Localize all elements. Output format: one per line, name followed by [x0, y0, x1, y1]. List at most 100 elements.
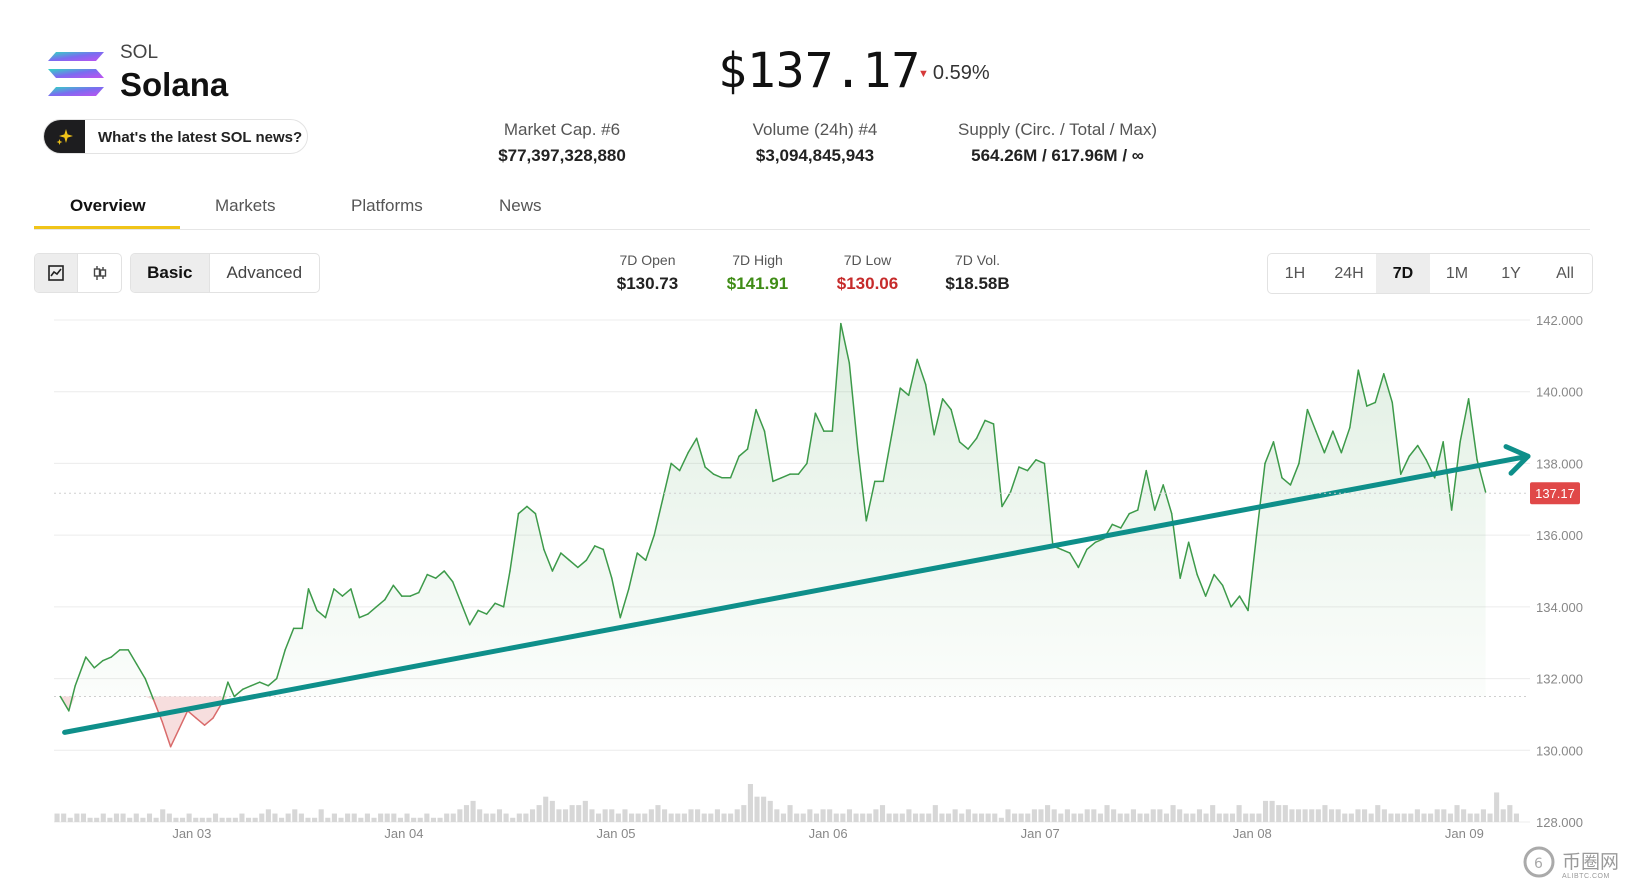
volume-bar: [1262, 800, 1269, 822]
price-line-segment: [485, 602, 496, 615]
volume-bar: [259, 813, 265, 822]
price-line-segment: [135, 663, 146, 680]
price-line-segment: [831, 322, 842, 432]
volume-bar: [285, 813, 291, 822]
mode-basic-button[interactable]: Basic: [131, 254, 210, 292]
volume-bar: [80, 813, 87, 822]
price-line-segment: [1255, 462, 1266, 536]
price-line-segment: [1094, 537, 1105, 544]
volume-bar: [378, 813, 384, 822]
volume-bar: [681, 813, 687, 822]
volume-bar: [1282, 805, 1288, 822]
volume-bar: [1480, 809, 1486, 822]
volume-bar: [1078, 813, 1084, 822]
range-1y-button[interactable]: 1Y: [1501, 264, 1521, 282]
volume-bar: [1513, 813, 1519, 822]
volume-bar: [754, 796, 760, 822]
price-line-segment: [426, 573, 437, 579]
volume-bar: [747, 784, 753, 822]
volume-bar: [1375, 805, 1381, 822]
price-line-segment: [212, 702, 223, 719]
volume-bar: [1500, 809, 1506, 822]
volume-bar: [265, 809, 271, 822]
price-line-segment: [941, 398, 952, 411]
price-line-segment: [670, 462, 681, 472]
stat-value: $77,397,328,880: [498, 146, 626, 165]
volume-bar: [1163, 813, 1170, 822]
volume-bar: [655, 805, 661, 822]
price-line-segment: [644, 534, 655, 561]
tab-markets[interactable]: Markets: [215, 196, 276, 215]
mode-advanced-button[interactable]: Advanced: [226, 263, 303, 282]
candlestick-icon: [93, 266, 106, 280]
price-line-segment: [68, 684, 76, 712]
coin-name: Solana: [120, 66, 229, 103]
volume-bar: [1157, 809, 1163, 822]
volume-bar: [1203, 813, 1209, 822]
price-line-segment: [1179, 541, 1190, 579]
latest-news-button[interactable]: What's the latest SOL news?: [43, 119, 308, 154]
volume-bar: [926, 813, 932, 822]
price-line-segment: [1332, 430, 1343, 454]
candlestick-button[interactable]: [78, 254, 121, 292]
price-line-segment: [755, 408, 766, 432]
volume-bar: [391, 813, 397, 822]
x-axis-tick-label: Jan 03: [172, 826, 211, 841]
range-1m-button[interactable]: 1M: [1445, 264, 1469, 282]
volume-bar: [87, 817, 93, 822]
tab-overview[interactable]: Overview: [70, 196, 146, 215]
volume-bar: [345, 813, 351, 822]
price-line-segment: [840, 322, 851, 364]
volume-bar: [860, 813, 866, 822]
range-24h-button[interactable]: 24H: [1334, 264, 1364, 282]
volume-bar: [94, 817, 100, 822]
price-line-segment: [1069, 552, 1080, 569]
volume-bar: [477, 809, 483, 822]
ohlc-label: 7D Vol.: [954, 252, 1001, 268]
volume-bar: [1025, 813, 1031, 822]
price-line-segment: [738, 448, 749, 458]
volume-bar: [1494, 792, 1500, 822]
price-line-segment: [227, 681, 236, 698]
price-line-segment: [494, 602, 505, 608]
price-line-segment: [806, 412, 817, 465]
price-line-segment: [161, 720, 172, 748]
range-7d-button[interactable]: 7D: [1376, 254, 1430, 293]
volume-bar: [1315, 809, 1321, 822]
price-line-segment: [780, 473, 791, 479]
price-line-segment: [409, 591, 420, 597]
volume-bar: [450, 813, 456, 822]
stat-volume: Volume (24h) #4 $3,094,845,943: [735, 120, 895, 166]
price-line-segment: [1247, 534, 1258, 612]
tab-platforms[interactable]: Platforms: [351, 196, 423, 215]
line-chart-button[interactable]: [35, 254, 79, 292]
price-change: ▼ 0.59%: [918, 62, 990, 85]
volume-bar: [1104, 805, 1110, 822]
watermark: 6 币圈网 ALIBTC.COM: [1522, 845, 1622, 885]
volume-bar: [193, 817, 199, 822]
price-line-segment: [517, 505, 528, 515]
trend-arrow-line: [62, 453, 1531, 735]
price-line-segment: [1357, 369, 1368, 407]
volume-bar: [1124, 813, 1130, 822]
range-1h-button[interactable]: 1H: [1284, 264, 1306, 282]
price-line-segment: [127, 649, 138, 665]
price-line-segment: [1204, 573, 1215, 597]
volume-bar: [595, 813, 602, 822]
price-line-segment: [585, 545, 596, 561]
price-line-segment: [1137, 469, 1147, 511]
volume-bar: [1276, 805, 1282, 822]
tab-news[interactable]: News: [499, 196, 542, 215]
price-line-segment: [324, 588, 335, 619]
price-line-segment: [611, 577, 622, 619]
stat-label: Volume (24h) #4: [752, 120, 878, 139]
volume-bar: [523, 813, 529, 822]
volume-bar: [569, 805, 575, 822]
range-all-button[interactable]: All: [1556, 264, 1574, 282]
price-line-segment: [543, 548, 554, 572]
ohlc-low: 7D Low $130.06: [820, 252, 915, 294]
volume-bar: [695, 809, 701, 822]
price-line-segment: [1315, 430, 1326, 454]
volume-bar: [1381, 809, 1387, 822]
